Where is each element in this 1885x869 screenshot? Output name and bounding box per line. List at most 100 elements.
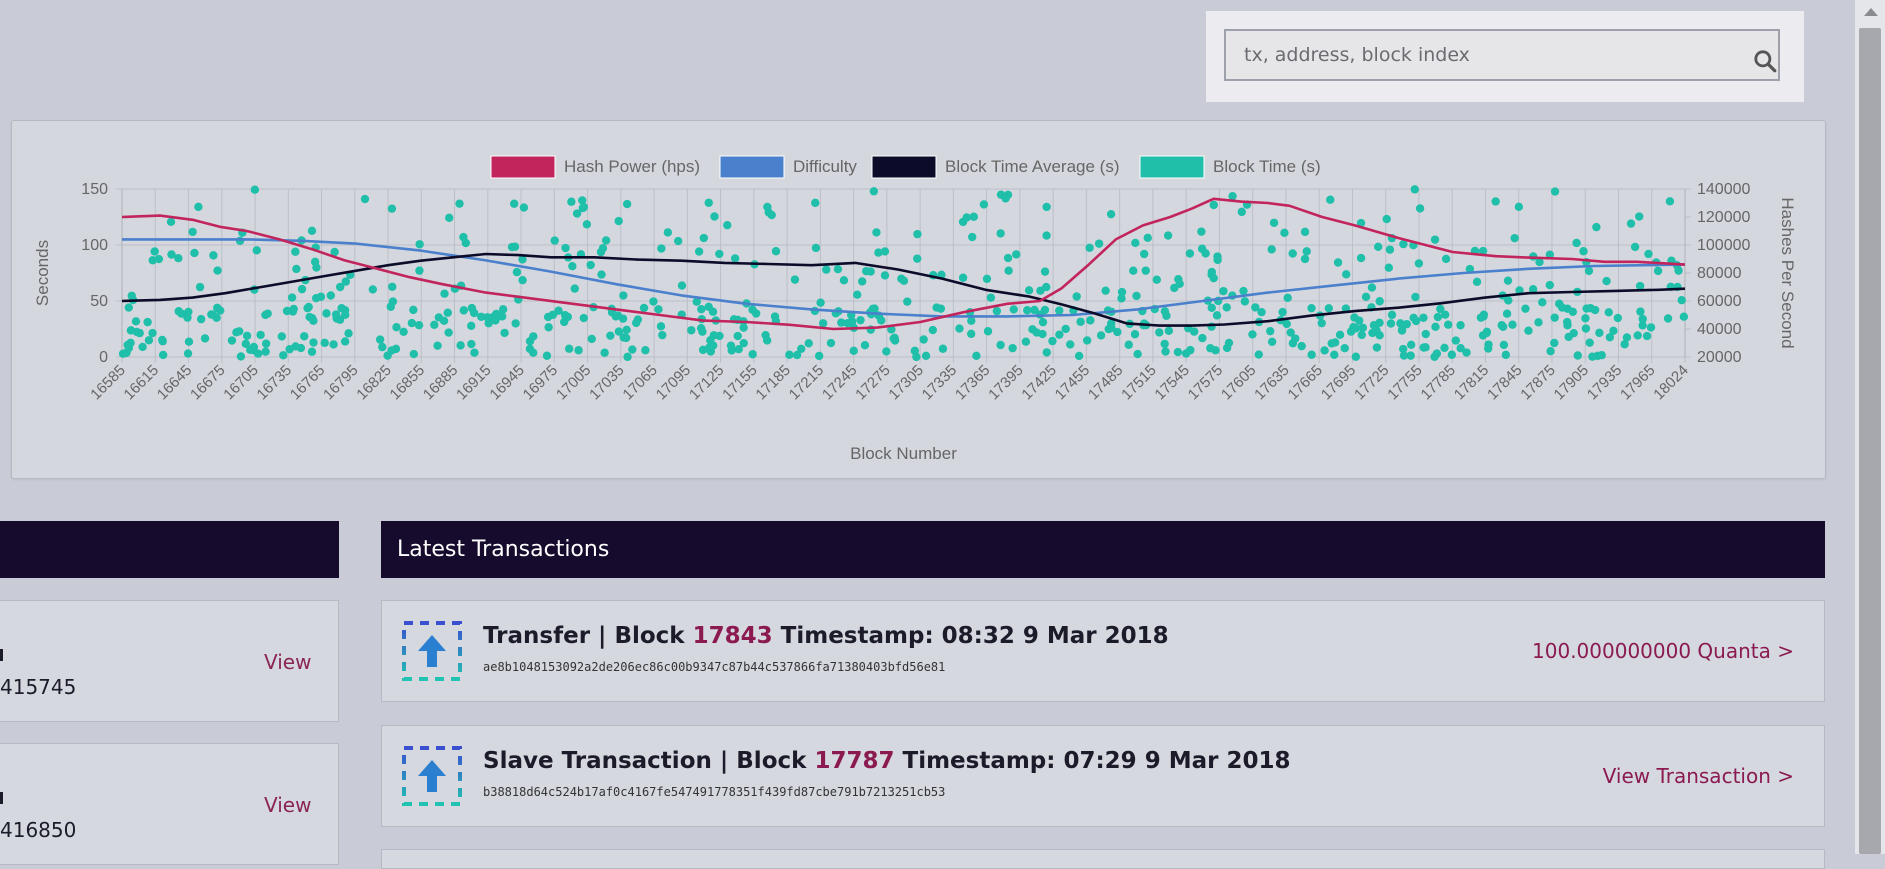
block-time-point xyxy=(143,317,152,327)
view-link[interactable]: View xyxy=(264,793,312,817)
block-time-point xyxy=(335,282,345,292)
search-icon[interactable] xyxy=(1752,48,1778,74)
block-time-point xyxy=(692,297,701,306)
block-time-point xyxy=(1009,305,1018,314)
block-time-point xyxy=(601,236,611,245)
block-time-point xyxy=(529,332,538,341)
block-time-point xyxy=(869,187,879,196)
block-time-point xyxy=(1630,242,1640,252)
block-time-point xyxy=(158,350,168,360)
block-time-point xyxy=(687,326,696,335)
block-time-point xyxy=(510,242,520,251)
block-time-point xyxy=(1174,274,1183,284)
block-time-point xyxy=(1266,326,1275,336)
block-time-point xyxy=(1478,246,1488,256)
block-time-point xyxy=(1605,333,1615,342)
block-time-point xyxy=(1131,238,1140,248)
block-time-point xyxy=(1501,350,1511,360)
search-input[interactable] xyxy=(1224,29,1780,81)
side-card-number: 415745 xyxy=(0,675,77,699)
block-time-point xyxy=(1288,249,1297,258)
block-time-point xyxy=(519,203,529,212)
transaction-amount-link[interactable]: 100.000000000 Quanta > xyxy=(1532,639,1794,663)
block-time-point xyxy=(1330,338,1340,347)
block-time-point xyxy=(443,308,452,317)
block-time-point xyxy=(880,247,890,256)
transaction-card: Slave Transaction | Block 17787 Timestam… xyxy=(381,725,1825,827)
block-time-point xyxy=(415,266,424,275)
block-time-point xyxy=(992,306,1002,316)
block-time-point xyxy=(456,341,465,350)
block-time-point xyxy=(857,277,867,286)
block-time-point xyxy=(1538,298,1547,307)
block-number-link[interactable]: 17843 xyxy=(692,623,773,649)
block-time-point xyxy=(1248,330,1257,339)
block-time-point xyxy=(856,315,865,325)
block-time-point xyxy=(279,351,288,360)
x-tick-label: 17725 xyxy=(1351,362,1393,404)
block-time-point xyxy=(1207,270,1216,279)
block-time-point xyxy=(1197,227,1206,236)
block-time-point xyxy=(1386,319,1396,328)
block-time-point xyxy=(1164,326,1174,336)
x-tick-label: 17575 xyxy=(1185,362,1227,404)
block-number-link[interactable]: 17787 xyxy=(814,748,895,774)
block-time-point xyxy=(1297,341,1306,351)
view-transaction-link[interactable]: View Transaction > xyxy=(1602,764,1794,788)
x-tick-label: 17905 xyxy=(1551,362,1593,404)
block-time-point xyxy=(1349,323,1358,332)
block-time-point xyxy=(1545,250,1555,259)
x-tick-label: 16795 xyxy=(320,362,362,404)
block-time-point xyxy=(1550,313,1559,322)
side-panel-header xyxy=(0,521,339,578)
block-time-point xyxy=(673,236,683,246)
block-time-point xyxy=(484,319,493,328)
block-time-point xyxy=(572,209,582,218)
block-time-point xyxy=(300,332,309,341)
block-time-point xyxy=(307,347,317,356)
block-time-point xyxy=(1497,321,1506,330)
block-time-point xyxy=(967,316,976,325)
block-time-point xyxy=(1350,313,1359,322)
block-time-point xyxy=(415,240,424,249)
block-time-average-line xyxy=(121,252,1686,327)
legend-label: Difficulty xyxy=(793,157,857,176)
block-time-point xyxy=(200,334,210,343)
block-time-point xyxy=(174,254,183,263)
scrollbar[interactable] xyxy=(1855,0,1885,854)
view-link[interactable]: View xyxy=(264,650,312,674)
block-time-point xyxy=(1239,286,1248,296)
block-time-point xyxy=(1076,317,1085,326)
block-time-point xyxy=(291,247,300,256)
block-time-point xyxy=(726,341,736,350)
block-time-point xyxy=(250,185,260,194)
block-time-point xyxy=(467,339,476,349)
block-time-point xyxy=(767,210,776,220)
block-time-point xyxy=(340,337,350,346)
block-time-point xyxy=(1061,324,1070,334)
x-tick-label: 17935 xyxy=(1584,362,1626,404)
block-time-point xyxy=(656,322,666,331)
block-time-point xyxy=(1300,254,1310,264)
x-tick-label: 16735 xyxy=(254,362,296,404)
block-time-point xyxy=(184,307,193,317)
block-time-point xyxy=(368,285,378,294)
block-time-point xyxy=(1024,286,1034,295)
block-time-point xyxy=(1042,202,1051,212)
block-time-point xyxy=(582,220,592,229)
block-time-point xyxy=(261,347,270,356)
block-time-point xyxy=(1635,281,1645,291)
block-time-point xyxy=(430,320,439,330)
block-time-point xyxy=(1626,219,1636,228)
scroll-up-arrow-icon[interactable] xyxy=(1864,8,1878,16)
block-time-point xyxy=(899,276,909,285)
block-time-point xyxy=(1132,291,1141,301)
block-time-point xyxy=(440,289,449,298)
scroll-thumb[interactable] xyxy=(1859,28,1881,854)
block-time-point xyxy=(1663,314,1673,323)
block-time-point xyxy=(1410,185,1419,194)
block-time-point xyxy=(1267,337,1277,347)
x-tick-label: 17695 xyxy=(1318,362,1360,404)
block-time-point xyxy=(232,328,241,337)
block-time-point xyxy=(1055,330,1064,339)
